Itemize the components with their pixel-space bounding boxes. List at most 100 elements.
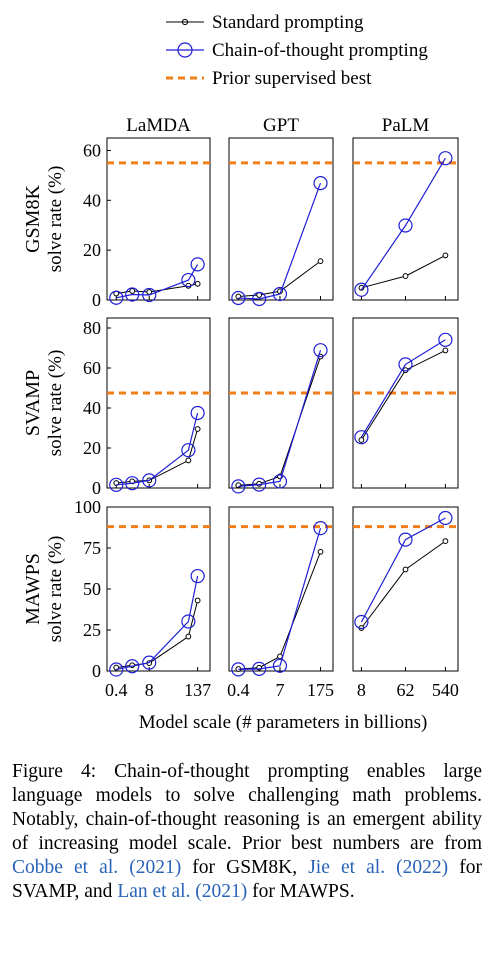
column-title: LaMDA — [126, 115, 191, 136]
standard-point — [358, 437, 365, 443]
y-tick-label: 0 — [92, 290, 101, 310]
standard-point — [185, 457, 192, 464]
y-axis-label: solve rate (%) — [45, 166, 66, 273]
y-tick-label: 60 — [83, 358, 101, 378]
cot-point — [125, 287, 140, 302]
cot-point — [252, 477, 267, 492]
cot-series-line — [238, 528, 322, 670]
citation-link[interactable]: Cobbe et al. (2021) — [12, 857, 182, 878]
cot-point — [181, 614, 196, 629]
cot-point — [354, 430, 369, 445]
cot-point — [142, 287, 157, 303]
x-axis-label: Model scale (# parameters in billions) — [139, 712, 428, 733]
cot-point — [438, 332, 453, 347]
standard-point — [146, 289, 153, 295]
cot-point — [252, 291, 267, 307]
standard-point — [194, 597, 201, 604]
cot-point — [109, 477, 124, 492]
cot-point — [272, 286, 288, 302]
cot-point — [398, 357, 413, 372]
standard-point — [317, 258, 324, 265]
y-axis-label: solve rate (%) — [45, 350, 66, 457]
x-tick-label: 540 — [432, 680, 459, 700]
standard-series-line — [116, 600, 199, 669]
standard-point — [442, 347, 449, 354]
standard-series-line — [238, 551, 321, 670]
cot-point — [190, 257, 205, 272]
standard-point — [442, 252, 449, 259]
standard-point — [402, 273, 409, 279]
cot-point — [398, 218, 413, 233]
panel-frame — [228, 317, 334, 489]
standard-point — [194, 280, 201, 287]
standard-point — [129, 288, 136, 294]
cot-point — [354, 614, 369, 630]
cot-point — [272, 474, 288, 489]
cot-point — [313, 176, 328, 191]
standard-series-line — [238, 356, 321, 486]
cot-series-line — [116, 575, 199, 671]
y-axis-label: solve rate (%) — [45, 536, 66, 643]
cot-point — [231, 479, 246, 494]
cot-point — [181, 272, 196, 288]
cot-series-line — [360, 339, 446, 438]
row-label: SVAMP — [22, 370, 44, 436]
cot-point — [231, 290, 246, 306]
x-tick-label: 62 — [397, 680, 415, 700]
cot-point — [252, 661, 267, 676]
y-tick-label: 60 — [83, 140, 101, 160]
y-tick-label: 40 — [83, 190, 101, 210]
column-title: PaLM — [382, 115, 430, 136]
legend-label: Chain-of-thought prompting — [212, 40, 428, 61]
cot-series-line — [238, 350, 322, 487]
standard-point — [194, 426, 201, 432]
x-tick-label: 7 — [275, 680, 284, 700]
x-tick-label: 0.4 — [105, 680, 128, 700]
y-tick-label: 0 — [92, 661, 101, 681]
cot-series-line — [360, 517, 446, 623]
cot-point — [438, 151, 453, 166]
cot-point — [125, 476, 140, 491]
standard-point — [317, 548, 324, 555]
y-tick-label: 25 — [83, 620, 101, 640]
y-tick-label: 20 — [83, 240, 101, 260]
cot-point — [109, 290, 124, 305]
citation-link[interactable]: Lan et al. (2021) — [117, 881, 248, 902]
cot-point — [272, 658, 288, 673]
legend-standard-marker — [181, 18, 189, 26]
panel-frame — [106, 317, 211, 489]
cot-point — [109, 662, 124, 677]
standard-point — [442, 538, 449, 545]
figure-svg: Standard prompting Chain-of-thought promp… — [22, 12, 459, 733]
caption-text: Figure 4: Chain-of-thought prompting ena… — [12, 760, 482, 904]
x-tick-label: 137 — [184, 680, 211, 700]
cot-point — [313, 521, 328, 536]
row-label: MAWPS — [22, 553, 44, 625]
panel-frame — [228, 506, 334, 672]
standard-point — [277, 653, 283, 660]
cot-point — [190, 568, 205, 584]
row-label: GSM8K — [22, 185, 44, 253]
cot-point — [313, 343, 328, 358]
x-tick-label: 0.4 — [227, 680, 250, 700]
cot-point — [190, 405, 205, 421]
standard-point — [185, 633, 192, 640]
cot-point — [354, 282, 369, 297]
legend-label: Standard prompting — [212, 12, 364, 33]
column-title: GPT — [263, 115, 299, 136]
caption-segment: for GSM8K, — [181, 857, 309, 878]
caption-segment: for SVAMP, and — [12, 857, 482, 902]
standard-series-line — [238, 260, 321, 297]
legend-label: Prior supervised best — [212, 68, 372, 89]
x-tick-label: 8 — [357, 680, 366, 700]
caption-segment: Figure 4: Chain-of-thought prompting ena… — [12, 761, 482, 854]
standard-point — [235, 482, 242, 489]
y-tick-label: 0 — [92, 478, 101, 498]
citation-link[interactable]: Jie et al. (2022) — [308, 857, 449, 878]
y-tick-label: 50 — [83, 579, 101, 599]
cot-point — [125, 659, 140, 674]
cot-point — [231, 662, 246, 677]
standard-point — [402, 566, 409, 573]
panel-frame — [352, 317, 459, 489]
cot-series-line — [116, 264, 199, 299]
